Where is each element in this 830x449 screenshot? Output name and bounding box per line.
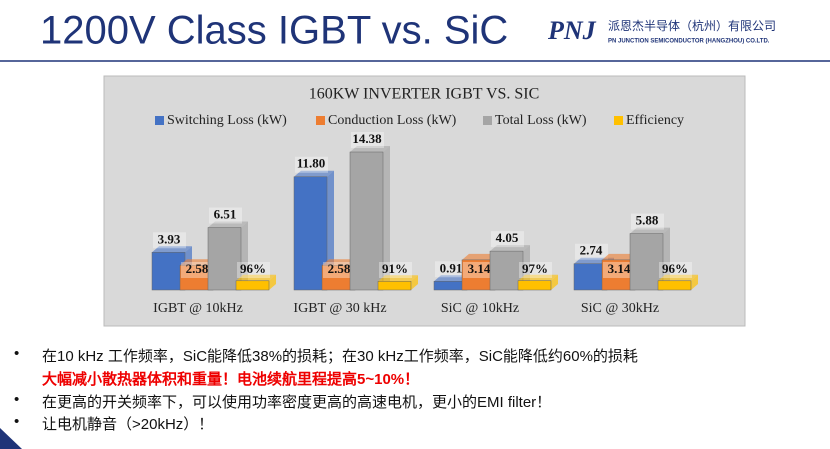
value-label-bg	[463, 262, 496, 278]
bullet: 在10 kHz 工作频率，SiC能降低38%的损耗；在30 kHz工作频率，Si…	[14, 345, 638, 366]
bar-depth	[411, 275, 418, 290]
bar	[349, 151, 384, 291]
value-label: 97%	[522, 261, 548, 276]
value-label: 5.88	[636, 213, 659, 228]
x-tick-label: SiC @ 10kHz	[441, 301, 519, 316]
legend-swatch	[316, 116, 325, 125]
bar-top	[658, 274, 698, 281]
company-cn: 派恩杰半导体（杭州）有限公司	[608, 18, 776, 33]
value-label: 6.51	[214, 207, 237, 222]
bar-top	[152, 246, 192, 253]
bar	[517, 280, 552, 291]
value-label: 0.91	[440, 260, 463, 275]
legend-label: Efficiency	[626, 113, 684, 128]
bar	[293, 176, 328, 291]
bar-top	[236, 274, 276, 281]
value-label: 96%	[240, 261, 266, 276]
bar-top	[630, 227, 670, 234]
value-label-bg	[435, 261, 468, 278]
legend-label: Conduction Loss (kW)	[328, 113, 457, 128]
bullet: 让电机静音（>20kHz）！	[14, 413, 213, 434]
value-label-bg	[519, 262, 552, 278]
x-tick-label: IGBT @ 10kHz	[153, 301, 243, 316]
chart-title: 160KW INVERTER IGBT VS. SIC	[309, 86, 540, 103]
bar	[151, 252, 186, 291]
bar-depth	[551, 274, 558, 290]
bar-top	[490, 245, 530, 252]
value-label-bg	[181, 262, 214, 278]
slide-title: 1200V Class IGBT vs. SiC	[40, 9, 508, 53]
value-label-bg	[491, 231, 524, 248]
bar	[321, 264, 356, 291]
logo: PNJ	[547, 16, 597, 45]
legend-swatch	[155, 116, 164, 125]
bar-top	[350, 146, 390, 152]
legend-swatch	[614, 116, 623, 125]
value-label-bg	[323, 262, 356, 278]
bar-top	[208, 221, 248, 228]
value-label: 4.05	[496, 230, 519, 245]
bar-depth	[383, 146, 390, 290]
value-label: 2.74	[580, 243, 603, 258]
x-tick-label: IGBT @ 30 kHz	[293, 301, 386, 316]
value-label-bg	[379, 262, 412, 278]
value-label-bg	[603, 262, 636, 278]
bar	[179, 264, 214, 291]
value-label-bg	[351, 132, 384, 148]
value-label-bg	[575, 243, 608, 260]
bar-top	[294, 170, 334, 177]
value-label: 14.38	[352, 131, 382, 146]
bar	[461, 259, 496, 291]
value-label-bg	[237, 262, 270, 278]
legend-label: Total Loss (kW)	[495, 113, 587, 128]
value-label: 91%	[382, 261, 408, 276]
value-label: 11.80	[297, 156, 326, 171]
legend-swatch	[483, 116, 492, 125]
bar-depth	[691, 274, 698, 290]
value-label: 2.58	[186, 261, 209, 276]
value-label: 3.14	[608, 261, 631, 276]
company-en: PN JUNCTION SEMICONDUCTOR (HANGZHOU) CO.…	[608, 39, 770, 45]
bar	[207, 227, 242, 291]
value-label: 3.14	[468, 261, 491, 276]
bar-depth	[269, 274, 276, 290]
bar-depth	[663, 227, 670, 290]
bar-depth	[241, 221, 248, 290]
bar	[235, 280, 270, 291]
legend-label: Switching Loss (kW)	[167, 113, 287, 128]
bar	[489, 250, 524, 291]
bar	[377, 281, 412, 291]
bar	[629, 233, 664, 291]
value-label-bg	[209, 207, 242, 224]
corner-deco	[0, 428, 22, 449]
value-label-bg	[153, 232, 186, 249]
value-label-bg	[659, 262, 692, 278]
value-label: 2.58	[328, 261, 351, 276]
bar-top	[518, 274, 558, 281]
value-label-bg	[295, 156, 328, 173]
value-label: 3.93	[158, 231, 181, 246]
bar-top	[378, 275, 418, 282]
bar	[601, 259, 636, 291]
bullet: 在更高的开关频率下，可以使用功率密度更高的高速电机，更小的EMI filter！	[14, 391, 551, 412]
bar	[657, 280, 692, 291]
bullet-highlight: 大幅减小散热器体积和重量！电池续航里程提高5~10%！	[42, 371, 420, 388]
value-label-bg	[631, 213, 664, 230]
value-label: 96%	[662, 261, 688, 276]
x-tick-label: SiC @ 30kHz	[581, 301, 659, 316]
